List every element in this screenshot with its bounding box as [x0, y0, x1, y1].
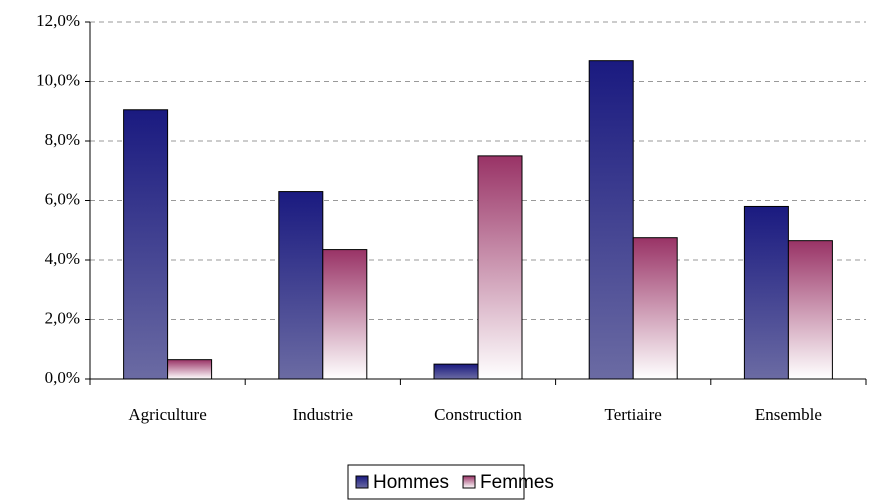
bar: [322, 249, 368, 380]
x-tick-label: Construction: [434, 405, 522, 424]
legend-label: Hommes: [373, 472, 449, 493]
x-tick-label: Ensemble: [755, 405, 822, 424]
bar: [743, 205, 789, 380]
bar: [433, 363, 479, 380]
legend-box: [347, 464, 525, 500]
x-tick-label: Agriculture: [128, 405, 206, 424]
legend-swatch: [355, 475, 369, 489]
x-tick-label: Industrie: [293, 405, 353, 424]
bar: [123, 109, 169, 380]
y-tick-label: 4,0%: [45, 249, 80, 268]
y-tick-label: 12,0%: [36, 11, 80, 30]
bar: [588, 60, 634, 380]
y-tick-label: 0,0%: [45, 368, 80, 387]
bar: [632, 237, 678, 380]
legend-swatch: [462, 475, 476, 489]
y-tick-label: 8,0%: [45, 130, 80, 149]
bar: [167, 359, 213, 380]
bar: [787, 240, 833, 380]
y-tick-label: 6,0%: [45, 189, 80, 208]
y-tick-label: 10,0%: [36, 70, 80, 89]
bar: [477, 155, 523, 380]
y-tick-label: 2,0%: [45, 308, 80, 327]
bar: [278, 191, 324, 380]
x-tick-label: Tertiaire: [605, 405, 662, 424]
legend-label: Femmes: [480, 472, 554, 493]
